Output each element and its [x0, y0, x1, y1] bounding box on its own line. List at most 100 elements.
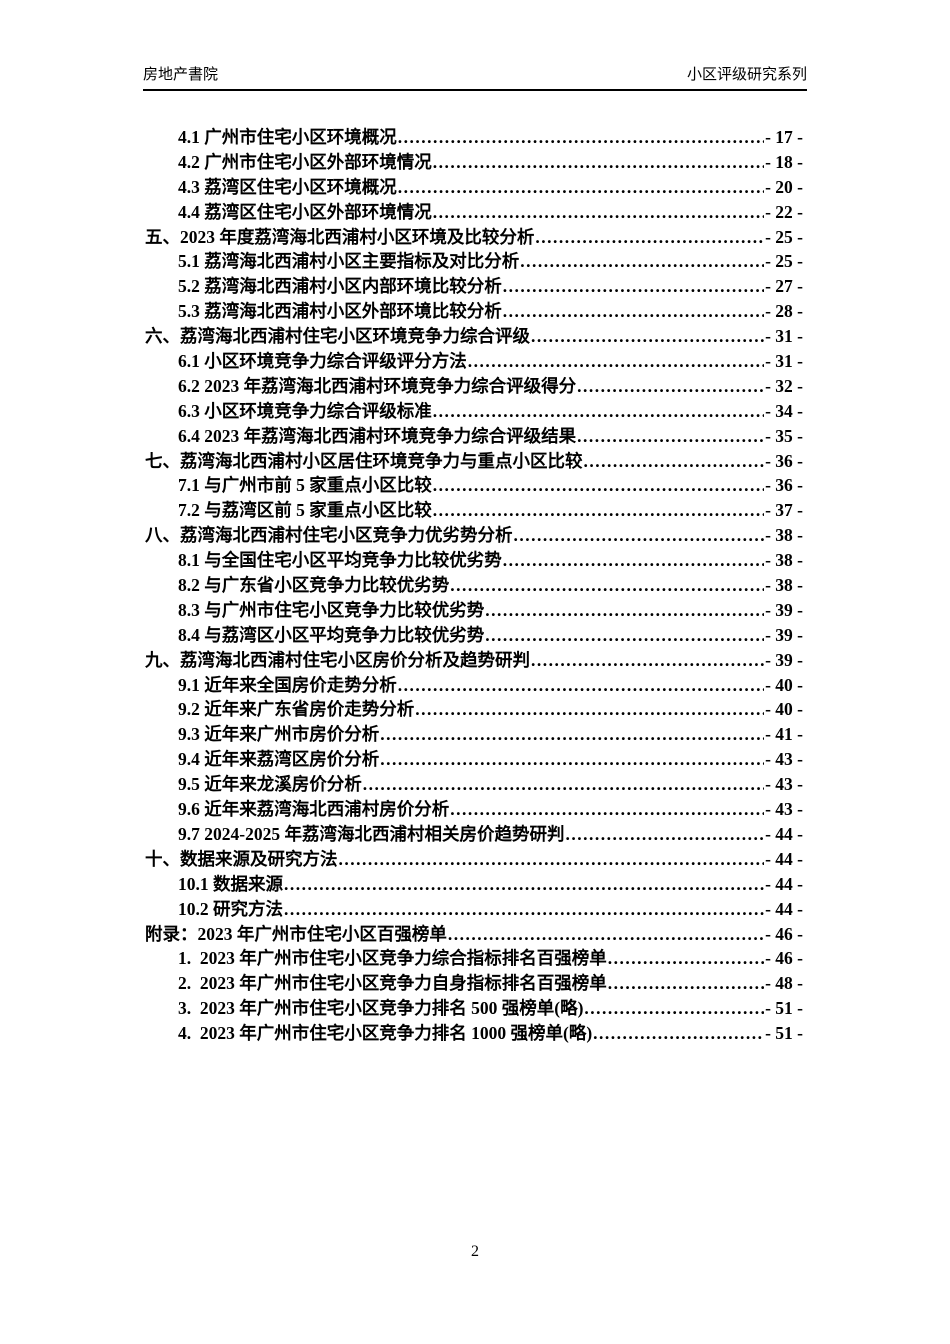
- toc-leader-dots: [398, 125, 764, 150]
- toc-entry: 6.2 2023 年荔湾海北西浦村环境竞争力综合评级得分 - 32 -: [145, 374, 803, 399]
- toc-entry-page: - 17 -: [765, 127, 803, 147]
- header-right-label: 小区评级研究系列: [686, 67, 807, 83]
- toc-entry-page: - 25 -: [765, 251, 803, 272]
- toc-entry-title: 9.2 近年来广东省房价走势分析: [178, 699, 415, 720]
- toc-entry: 4.2 广州市住宅小区外部环境情况 - 18 -: [145, 150, 803, 175]
- toc-entry-title: 七、荔湾海北西浦村小区居住环境竞争力与重点小区比较: [145, 450, 583, 471]
- toc-entry-title: 8.2 与广东省小区竞争力比较优劣势: [178, 575, 450, 596]
- toc-entry-title: 4.1 广州市住宅小区环境概况: [178, 127, 397, 147]
- toc-leader-dots: [503, 274, 764, 299]
- toc-entry-title: 5.1 荔湾海北西浦村小区主要指标及对比分析: [178, 251, 520, 272]
- toc-entry-page: - 44 -: [765, 873, 803, 894]
- toc-entry: 6.3 小区环境竞争力综合评级标准 - 34 -: [145, 399, 803, 424]
- toc-entry-title: 9.1 近年来全国房价走势分析: [178, 674, 397, 695]
- toc-entry-page: - 36 -: [765, 475, 803, 496]
- toc-entry-title: 9.7 2024-2025 年荔湾海北西浦村相关房价趋势研判: [178, 823, 565, 844]
- toc-list: 4.1 广州市住宅小区环境概况 - 17 - 4.2 广州市住宅小区外部环境情况…: [145, 125, 803, 1046]
- toc-entry: 六、荔湾海北西浦村住宅小区环境竞争力综合评级 - 31 -: [145, 324, 803, 349]
- toc-entry: 4.3 荔湾区住宅小区环境概况 - 20 -: [145, 175, 803, 200]
- toc-entry: 9.3 近年来广州市房价分析 - 41 -: [145, 722, 803, 747]
- toc-leader-dots: [514, 523, 765, 548]
- header-left-label: 房地产書院: [143, 67, 219, 83]
- toc-entry-page: - 37 -: [765, 500, 803, 521]
- toc-entry-title: 六、荔湾海北西浦村住宅小区环境竞争力综合评级: [145, 326, 530, 347]
- toc-leader-dots: [448, 922, 764, 947]
- footer-page-number: 2: [471, 1243, 479, 1260]
- toc-entry: 9.2 近年来广东省房价走势分析 - 40 -: [145, 697, 803, 722]
- toc-leader-dots: [339, 847, 765, 872]
- toc-entry-page: - 28 -: [765, 301, 803, 322]
- toc-leader-dots: [608, 946, 764, 971]
- toc-leader-dots: [503, 299, 764, 324]
- toc-entry-page: - 44 -: [765, 898, 803, 919]
- toc-entry-page: - 27 -: [765, 276, 803, 297]
- toc-entry-page: - 39 -: [765, 649, 803, 670]
- toc-entry: 5.1 荔湾海北西浦村小区主要指标及对比分析 - 25 -: [145, 249, 803, 274]
- toc-leader-dots: [363, 772, 764, 797]
- toc-entry: 十、数据来源及研究方法 - 44 -: [145, 847, 803, 872]
- toc-entry: 附录：2023 年广州市住宅小区百强榜单 - 46 -: [145, 922, 803, 947]
- toc-entry-title: 5.2 荔湾海北西浦村小区内部环境比较分析: [178, 276, 502, 297]
- page-header: 房地产書院 小区评级研究系列: [143, 66, 807, 91]
- toc-entry: 八、荔湾海北西浦村住宅小区竞争力优劣势分析 - 38 -: [145, 523, 803, 548]
- page-footer: 2: [0, 1243, 950, 1261]
- toc-entry-page: - 31 -: [765, 326, 803, 347]
- toc-entry: 10.2 研究方法 - 44 -: [145, 897, 803, 922]
- toc-leader-dots: [535, 225, 764, 250]
- toc-leader-dots: [380, 722, 764, 747]
- toc-entry-page: - 46 -: [765, 948, 803, 969]
- toc-leader-dots: [433, 399, 764, 424]
- toc-entry-page: - 40 -: [765, 699, 803, 720]
- toc-entry: 8.4 与荔湾区小区平均竞争力比较优劣势 - 39 -: [145, 623, 803, 648]
- toc-entry-title: 9.3 近年来广州市房价分析: [178, 724, 380, 745]
- toc-leader-dots: [433, 498, 764, 523]
- toc-entry-page: - 46 -: [765, 923, 803, 944]
- toc-entry-page: - 48 -: [765, 973, 803, 994]
- toc-entry: 4.4 荔湾区住宅小区外部环境情况 - 22 -: [145, 200, 803, 225]
- toc-entry-title: 五、2023 年度荔湾海北西浦村小区环境及比较分析: [145, 226, 535, 247]
- toc-leader-dots: [485, 598, 764, 623]
- toc-entry-title: 8.4 与荔湾区小区平均竞争力比较优劣势: [178, 624, 485, 645]
- toc-entry: 4.1 广州市住宅小区环境概况 - 17 -: [145, 125, 803, 150]
- toc-leader-dots: [485, 623, 764, 648]
- toc-entry-title: 9.5 近年来龙溪房价分析: [178, 774, 362, 795]
- toc-entry: 五、2023 年度荔湾海北西浦村小区环境及比较分析 - 25 -: [145, 225, 803, 250]
- toc-entry-title: 10.2 研究方法: [178, 898, 283, 919]
- toc-entry-page: - 51 -: [765, 998, 803, 1019]
- toc-entry-title: 7.2 与荔湾区前 5 家重点小区比较: [178, 500, 432, 521]
- toc-entry-page: - 25 -: [765, 226, 803, 247]
- toc-entry-page: - 32 -: [765, 375, 803, 396]
- toc-entry-page: - 44 -: [765, 823, 803, 844]
- toc-leader-dots: [531, 648, 764, 673]
- toc-entry-page: - 35 -: [765, 425, 803, 446]
- toc-leader-dots: [380, 747, 764, 772]
- toc-entry-title: 6.2 2023 年荔湾海北西浦村环境竞争力综合评级得分: [178, 375, 577, 396]
- toc-entry-page: - 22 -: [765, 201, 803, 222]
- toc-entry: 9.6 近年来荔湾海北西浦村房价分析 - 43 -: [145, 797, 803, 822]
- toc-entry: 9.1 近年来全国房价走势分析 - 40 -: [145, 673, 803, 698]
- toc-entry-title: 附录：2023 年广州市住宅小区百强榜单: [145, 923, 447, 944]
- toc-entry-page: - 40 -: [765, 674, 803, 695]
- toc-leader-dots: [565, 822, 764, 847]
- toc-leader-dots: [468, 349, 764, 374]
- toc-entry-title: 4.2 广州市住宅小区外部环境情况: [178, 151, 432, 172]
- toc-leader-dots: [398, 673, 764, 698]
- toc-entry: 8.1 与全国住宅小区平均竞争力比较优劣势 - 38 -: [145, 548, 803, 573]
- toc-entry-title: 7.1 与广州市前 5 家重点小区比较: [178, 475, 432, 496]
- toc-leader-dots: [284, 872, 764, 897]
- toc-leader-dots: [608, 971, 764, 996]
- toc-entry-title: 9.6 近年来荔湾海北西浦村房价分析: [178, 799, 450, 820]
- toc-entry: 2. 2023 年广州市住宅小区竞争力自身指标排名百强榜单 - 48 -: [145, 971, 803, 996]
- toc-entry-title: 4.4 荔湾区住宅小区外部环境情况: [178, 201, 432, 222]
- toc-entry: 9.5 近年来龙溪房价分析 - 43 -: [145, 772, 803, 797]
- toc-entry-title: 8.1 与全国住宅小区平均竞争力比较优劣势: [178, 550, 502, 571]
- toc-leader-dots: [531, 324, 764, 349]
- toc-leader-dots: [584, 449, 765, 474]
- toc-entry-page: - 51 -: [765, 1023, 803, 1044]
- toc-entry: 5.2 荔湾海北西浦村小区内部环境比较分析 - 27 -: [145, 274, 803, 299]
- toc-leader-dots: [577, 374, 764, 399]
- toc-entry-title: 6.3 小区环境竞争力综合评级标准: [178, 400, 432, 421]
- toc-entry: 6.4 2023 年荔湾海北西浦村环境竞争力综合评级结果 - 35 -: [145, 424, 803, 449]
- toc-entry: 3. 2023 年广州市住宅小区竞争力排名 500 强榜单(略) - 51 -: [145, 996, 803, 1021]
- toc-entry-title: 2. 2023 年广州市住宅小区竞争力自身指标排名百强榜单: [178, 973, 607, 994]
